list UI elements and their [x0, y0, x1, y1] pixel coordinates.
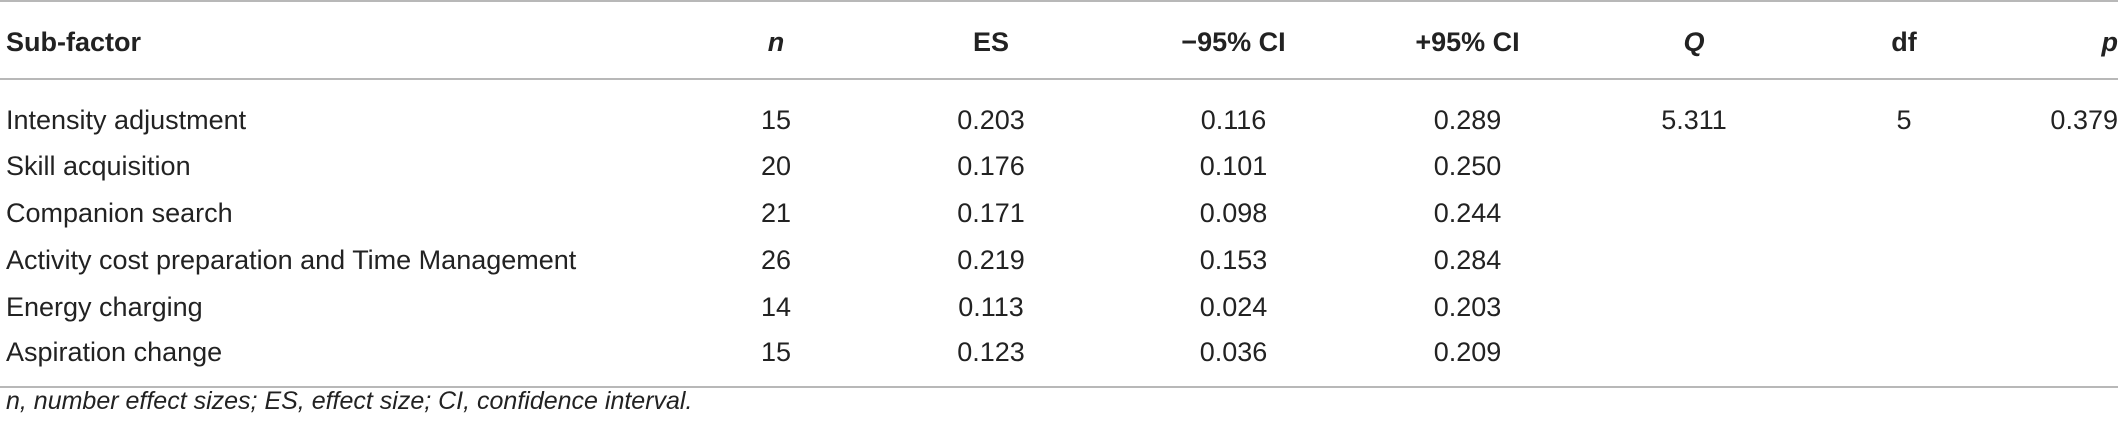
cell-n: 20 — [760, 151, 792, 181]
cell-sub-factor: Activity cost preparation and Time Manag… — [6, 245, 577, 275]
cell-df: 5 — [1896, 105, 1912, 135]
table-footnote: n, number effect sizes; ES, effect size;… — [6, 387, 693, 415]
header-es: ES — [866, 0, 1116, 80]
cell-ci-low: 0.036 — [1116, 331, 1351, 388]
cell-es: 0.123 — [866, 331, 1116, 388]
cell-p — [2004, 190, 2118, 237]
cell-n: 26 — [760, 245, 792, 275]
results-table: Sub-factor n ES −95% CI +95% CI Q df p I… — [0, 0, 2118, 388]
cell-sub-factor: Skill acquisition — [6, 151, 191, 181]
cell-p: 0.379 — [2050, 105, 2118, 135]
cell-df — [1804, 143, 2004, 190]
cell-es: 0.219 — [957, 245, 1025, 275]
cell-p — [2004, 143, 2118, 190]
cell-ci-low: 0.098 — [1199, 198, 1268, 228]
table-row: Companion search 21 0.171 0.098 0.244 — [0, 190, 2118, 237]
table-row: Aspiration change 15 0.123 0.036 0.209 — [0, 331, 2118, 388]
cell-q — [1584, 284, 1804, 331]
cell-df — [1804, 331, 2004, 388]
cell-ci-high: 0.289 — [1433, 105, 1502, 135]
cell-p — [2004, 237, 2118, 284]
header-row: Sub-factor n ES −95% CI +95% CI Q df p — [0, 0, 2118, 80]
header-p: p — [2004, 0, 2118, 80]
table-row: Skill acquisition 20 0.176 0.101 0.250 — [0, 143, 2118, 190]
cell-ci-high: 0.203 — [1433, 292, 1502, 322]
cell-es: 0.113 — [958, 292, 1024, 322]
table-row: Intensity adjustment 15 0.203 0.116 0.28… — [0, 79, 2118, 143]
cell-ci-low: 0.101 — [1199, 151, 1268, 181]
cell-ci-high: 0.244 — [1433, 198, 1502, 228]
cell-sub-factor: Energy charging — [6, 292, 203, 322]
cell-n: 15 — [686, 331, 866, 388]
header-n: n — [686, 0, 866, 80]
cell-n: 21 — [760, 198, 792, 228]
cell-q — [1584, 190, 1804, 237]
cell-ci-low: 0.153 — [1199, 245, 1268, 275]
cell-p — [2004, 284, 2118, 331]
cell-q — [1584, 237, 1804, 284]
cell-n: 14 — [760, 292, 792, 322]
cell-n: 15 — [760, 105, 792, 135]
cell-ci-high: 0.250 — [1433, 151, 1502, 181]
table-row: Activity cost preparation and Time Manag… — [0, 237, 2118, 284]
cell-ci-high: 0.209 — [1351, 331, 1584, 388]
cell-es: 0.203 — [957, 105, 1025, 135]
cell-es: 0.171 — [957, 198, 1025, 228]
cell-df — [1804, 237, 2004, 284]
header-df: df — [1804, 0, 2004, 80]
cell-ci-high: 0.284 — [1433, 245, 1502, 275]
cell-q: 5.311 — [1661, 105, 1727, 135]
header-ci-low: −95% CI — [1116, 0, 1351, 80]
cell-sub-factor: Aspiration change — [0, 331, 686, 388]
cell-ci-low: 0.116 — [1200, 105, 1267, 135]
header-ci-high: +95% CI — [1351, 0, 1584, 80]
cell-q — [1584, 143, 1804, 190]
cell-es: 0.176 — [957, 151, 1025, 181]
header-q: Q — [1584, 0, 1804, 80]
cell-p — [2004, 331, 2118, 388]
header-sub-factor: Sub-factor — [0, 0, 686, 80]
cell-ci-low: 0.024 — [1199, 292, 1268, 322]
cell-df — [1804, 284, 2004, 331]
cell-sub-factor: Intensity adjustment — [6, 105, 247, 135]
cell-q — [1584, 331, 1804, 388]
table-row: Energy charging 14 0.113 0.024 0.203 — [0, 284, 2118, 331]
cell-df — [1804, 190, 2004, 237]
cell-sub-factor: Companion search — [6, 198, 233, 228]
